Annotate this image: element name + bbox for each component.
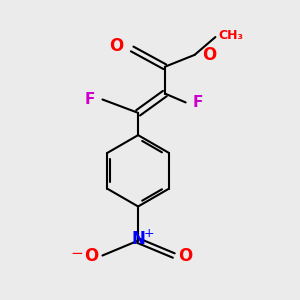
Text: N: N [131, 230, 145, 248]
Text: O: O [178, 247, 193, 265]
Text: CH₃: CH₃ [218, 29, 243, 42]
Text: −: − [70, 246, 83, 261]
Text: O: O [109, 37, 123, 55]
Text: O: O [202, 46, 216, 64]
Text: O: O [84, 247, 98, 265]
Text: +: + [144, 227, 155, 240]
Text: F: F [193, 95, 203, 110]
Text: F: F [85, 92, 95, 107]
